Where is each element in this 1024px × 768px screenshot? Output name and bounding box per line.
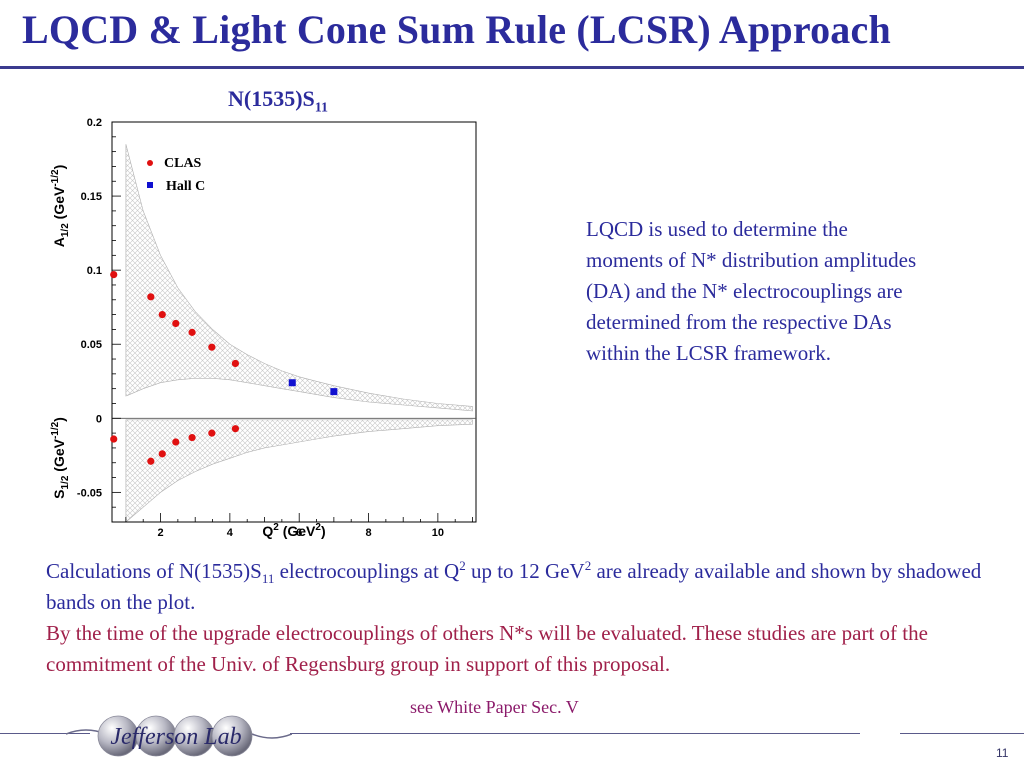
electrocoupling-chart: 2 4 6 8 10 -0.05 0 0.05 0.1 0.15 0.2 CLAS Hall C Q…	[50, 117, 477, 539]
y-tick-label: -0.05	[77, 487, 102, 499]
x-axis-label: Q2 (GeV2)	[262, 522, 325, 539]
bottom-line2: By the time of the upgrade electrocoupli…	[46, 621, 928, 676]
footer-rule-left	[0, 733, 90, 734]
slide-title: LQCD & Light Cone Sum Rule (LCSR) Approa…	[22, 7, 891, 52]
data-point-clas	[110, 435, 118, 443]
chart-title: N(1535)S11	[228, 86, 328, 116]
title-divider	[0, 66, 1024, 69]
data-point-clas	[188, 328, 196, 336]
data-points-layer	[110, 270, 338, 465]
logo-text: Jefferson Lab	[110, 724, 241, 750]
band-layer	[125, 144, 473, 523]
y-tick-label: 0	[96, 413, 102, 425]
y-tick-label: 0.1	[87, 265, 102, 277]
bottom-line1-d: are already available and shown by shado…	[46, 559, 982, 614]
data-point-clas	[208, 429, 216, 437]
legend: CLAS Hall C	[147, 156, 205, 194]
legend-clas-marker	[147, 160, 153, 166]
bottom-line1-sup1: 2	[459, 558, 466, 573]
x-tick-label: 10	[432, 527, 444, 539]
data-point-clas	[231, 359, 240, 368]
data-point-clas	[158, 310, 166, 319]
y-tick-label: 0.05	[81, 339, 102, 351]
axes-layer: 2 4 6 8 10 -0.05 0 0.05 0.1 0.15 0.2	[77, 117, 476, 539]
side-description: LQCD is used to determine the moments of…	[586, 217, 917, 365]
bottom-text: Calculations of N(1535)S11 electrocoupli…	[46, 556, 996, 680]
plot-frame	[111, 121, 477, 523]
footer-rule-middle	[290, 733, 860, 734]
data-point-clas	[231, 425, 240, 433]
data-point-clas	[147, 457, 155, 465]
data-point-clas	[172, 438, 180, 446]
y-tick-label: 0.2	[87, 117, 102, 129]
page-number: 11	[996, 746, 1009, 760]
white-paper-reference: see White Paper Sec. V	[410, 697, 579, 717]
data-point-clas	[172, 319, 180, 328]
data-point-hall-c	[288, 379, 296, 387]
footer-rule-right	[900, 733, 1024, 734]
bottom-line1-b: electrocouplings at Q	[274, 559, 460, 583]
legend-hallc-label: Hall C	[166, 179, 205, 194]
calculation-band-s12	[125, 419, 473, 523]
bottom-line1-sub: 11	[261, 571, 275, 587]
legend-hallc-marker	[147, 182, 153, 188]
bottom-line1: Calculations of N(1535)S11 electrocoupli…	[46, 559, 981, 614]
data-point-hall-c	[330, 388, 338, 396]
chart-title-subscript: 11	[314, 100, 329, 116]
data-point-clas	[147, 293, 155, 301]
x-tick-label: 8	[365, 527, 371, 539]
data-point-clas	[208, 343, 216, 351]
bottom-line1-sup2: 2	[584, 558, 592, 573]
bottom-line1-c: up to 12 GeV	[465, 559, 585, 583]
data-point-clas	[188, 433, 196, 442]
data-point-clas	[110, 270, 118, 279]
y-tick-label: 0.15	[81, 191, 102, 203]
data-point-clas	[158, 450, 166, 458]
x-tick-label: 6	[296, 527, 302, 539]
jefferson-lab-logo: Jefferson Lab	[66, 715, 292, 757]
x-tick-label: 4	[227, 527, 234, 539]
y-axis-label-bottom: S1/2 (GeV-1/2)	[50, 417, 71, 499]
bottom-line1-a: Calculations of N(1535)S	[46, 559, 262, 583]
chart-title-main: N(1535)S	[228, 86, 315, 111]
legend-clas-label: CLAS	[164, 156, 202, 171]
y-axis-label-top: A1/2 (GeV-1/2)	[50, 165, 71, 248]
x-tick-label: 2	[157, 527, 163, 539]
